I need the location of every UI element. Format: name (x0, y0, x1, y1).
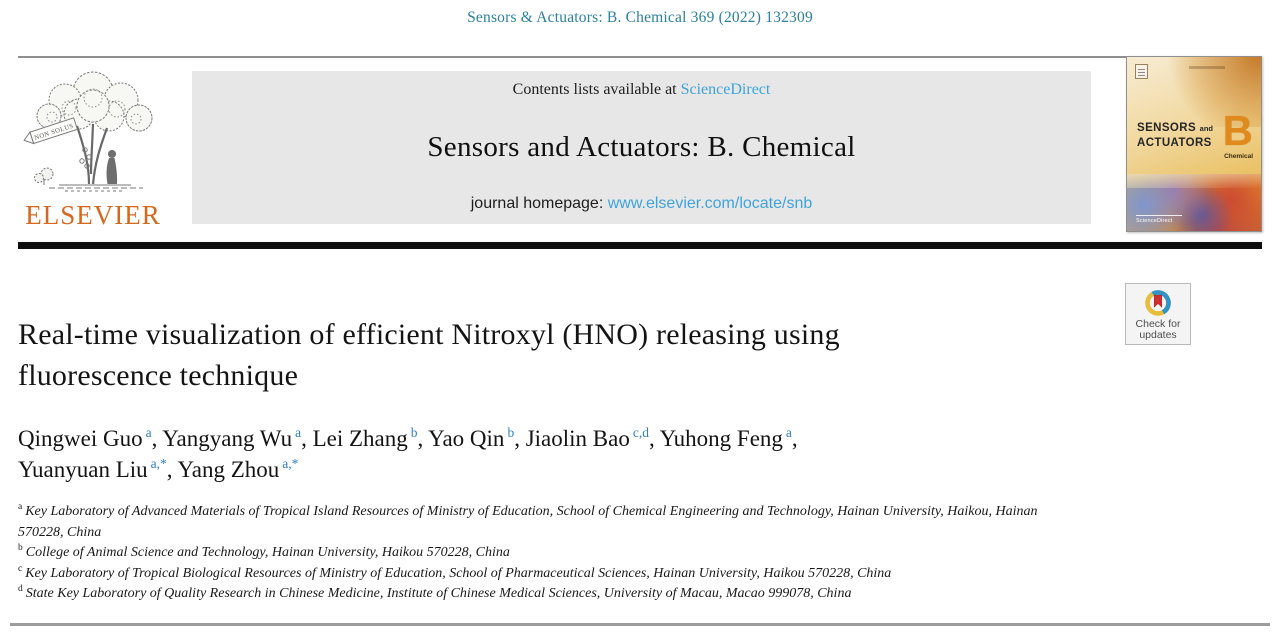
affiliation-superscript: d (18, 584, 23, 595)
section-divider-bar (18, 242, 1262, 249)
cover-title-word2: ACTUATORS (1137, 137, 1212, 149)
affiliation-superscript: a (18, 502, 23, 513)
author-separator: , (648, 426, 660, 451)
author-affiliation-superscript: a,* (150, 456, 167, 472)
article-title-line: Real-time visualization of efficient Nit… (18, 318, 840, 351)
top-rule (18, 56, 1262, 58)
affiliation-item: c Key Laboratory of Tropical Biological R… (18, 564, 1080, 585)
cover-subtitle: Chemical (1224, 153, 1253, 160)
author-affiliation-superscript: c,d (632, 425, 649, 441)
affiliation-text: State Key Laboratory of Quality Research… (25, 586, 852, 601)
affiliation-text: College of Animal Science and Technology… (25, 545, 510, 560)
author-separator: , (151, 426, 163, 451)
non-solus-ribbon: NON SOLUS (23, 117, 79, 145)
cover-title-word1: SENSORS (1137, 122, 1197, 134)
homepage-prefix: journal homepage: (470, 195, 604, 212)
author-list: Qingwei Guo a, Yangyang Wu a, Lei Zhang b, … (18, 423, 1038, 485)
author-name: Jiaolin Bao c,d, (525, 425, 660, 451)
journal-citation-header: Sensors & Actuators: B. Chemical 369 (20… (467, 9, 813, 26)
check-for-updates-badge[interactable]: Check for updates (1125, 283, 1191, 345)
cover-elsevier-mini-logo (1135, 64, 1148, 79)
author-affiliation-superscript: a (785, 425, 792, 441)
journal-title: Sensors and Actuators: B. Chemical (427, 130, 856, 163)
affiliation-list: a Key Laboratory of Advanced Materials of… (18, 502, 1080, 605)
badge-label-line2: updates (1139, 328, 1177, 341)
author-affiliation-superscript: b (410, 425, 418, 441)
author-name: Yao Qin b, (428, 425, 526, 451)
affiliation-superscript: c (18, 563, 23, 574)
journal-banner: Contents lists available at ScienceDirec… (192, 71, 1091, 224)
badge-label: Check for updates (1135, 317, 1181, 341)
journal-cover-thumbnail: SENSORS and ACTUATORS B Chemical Science… (1126, 56, 1262, 232)
author-affiliation-superscript: a (295, 425, 302, 441)
author-name: Yuhong Feng a, (659, 425, 798, 451)
affiliation-item: d State Key Laboratory of Quality Researc… (18, 584, 1080, 605)
contents-line: Contents lists available at ScienceDirec… (513, 81, 771, 99)
author-affiliation-superscript: b (507, 425, 515, 441)
affiliation-item: b College of Animal Science and Technolog… (18, 543, 1080, 564)
badge-label-line1: Check for (1135, 317, 1181, 330)
cover-journal-title: SENSORS and ACTUATORS (1137, 121, 1213, 150)
cover-title-and: and (1199, 124, 1213, 133)
author-affiliation-superscript: a,* (282, 456, 299, 472)
author-name: Yuanyuan Liu a,*, (18, 456, 178, 482)
author-separator: , (514, 426, 526, 451)
elsevier-figure-silhouette (106, 150, 118, 184)
journal-homepage-link[interactable]: www.elsevier.com/locate/snb (607, 195, 813, 212)
sciencedirect-link[interactable]: ScienceDirect (680, 81, 771, 98)
affiliation-text: Key Laboratory of Advanced Materials of … (18, 504, 1038, 540)
author-separator: , (166, 457, 178, 482)
bottom-rule (10, 623, 1270, 626)
cover-issn-text (1189, 66, 1225, 69)
elsevier-logo: NON SOLUS ELSEVIER (18, 62, 168, 231)
article-title: Real-time visualization of efficient Nit… (18, 314, 840, 396)
elsevier-wordmark: ELSEVIER (25, 200, 161, 230)
homepage-line: journal homepage: www.elsevier.com/locat… (471, 195, 813, 213)
author-affiliation-superscript: a (145, 425, 152, 441)
article-title-line: fluorescence technique (18, 359, 299, 392)
author-name: Yangyang Wu a, (162, 425, 313, 451)
cover-letter-b: B (1222, 107, 1253, 154)
author-name: Yang Zhou a,* (177, 456, 299, 482)
contents-prefix: Contents lists available at (512, 81, 677, 98)
author-name: Qingwei Guo a, (18, 425, 163, 451)
cover-corner-gradient (1167, 57, 1261, 127)
elsevier-tree-icon: NON SOLUS (23, 71, 153, 192)
affiliation-text: Key Laboratory of Tropical Biological Re… (25, 565, 892, 581)
author-separator: , (791, 426, 798, 451)
cover-sciencedirect-brand: ScienceDirect (1136, 215, 1182, 224)
affiliation-superscript: b (18, 543, 23, 554)
affiliation-item: a Key Laboratory of Advanced Materials of… (18, 502, 1080, 543)
author-name: Lei Zhang b, (312, 425, 429, 451)
author-separator: , (417, 426, 429, 451)
author-separator: , (301, 426, 313, 451)
crossmark-icon (1145, 289, 1171, 316)
